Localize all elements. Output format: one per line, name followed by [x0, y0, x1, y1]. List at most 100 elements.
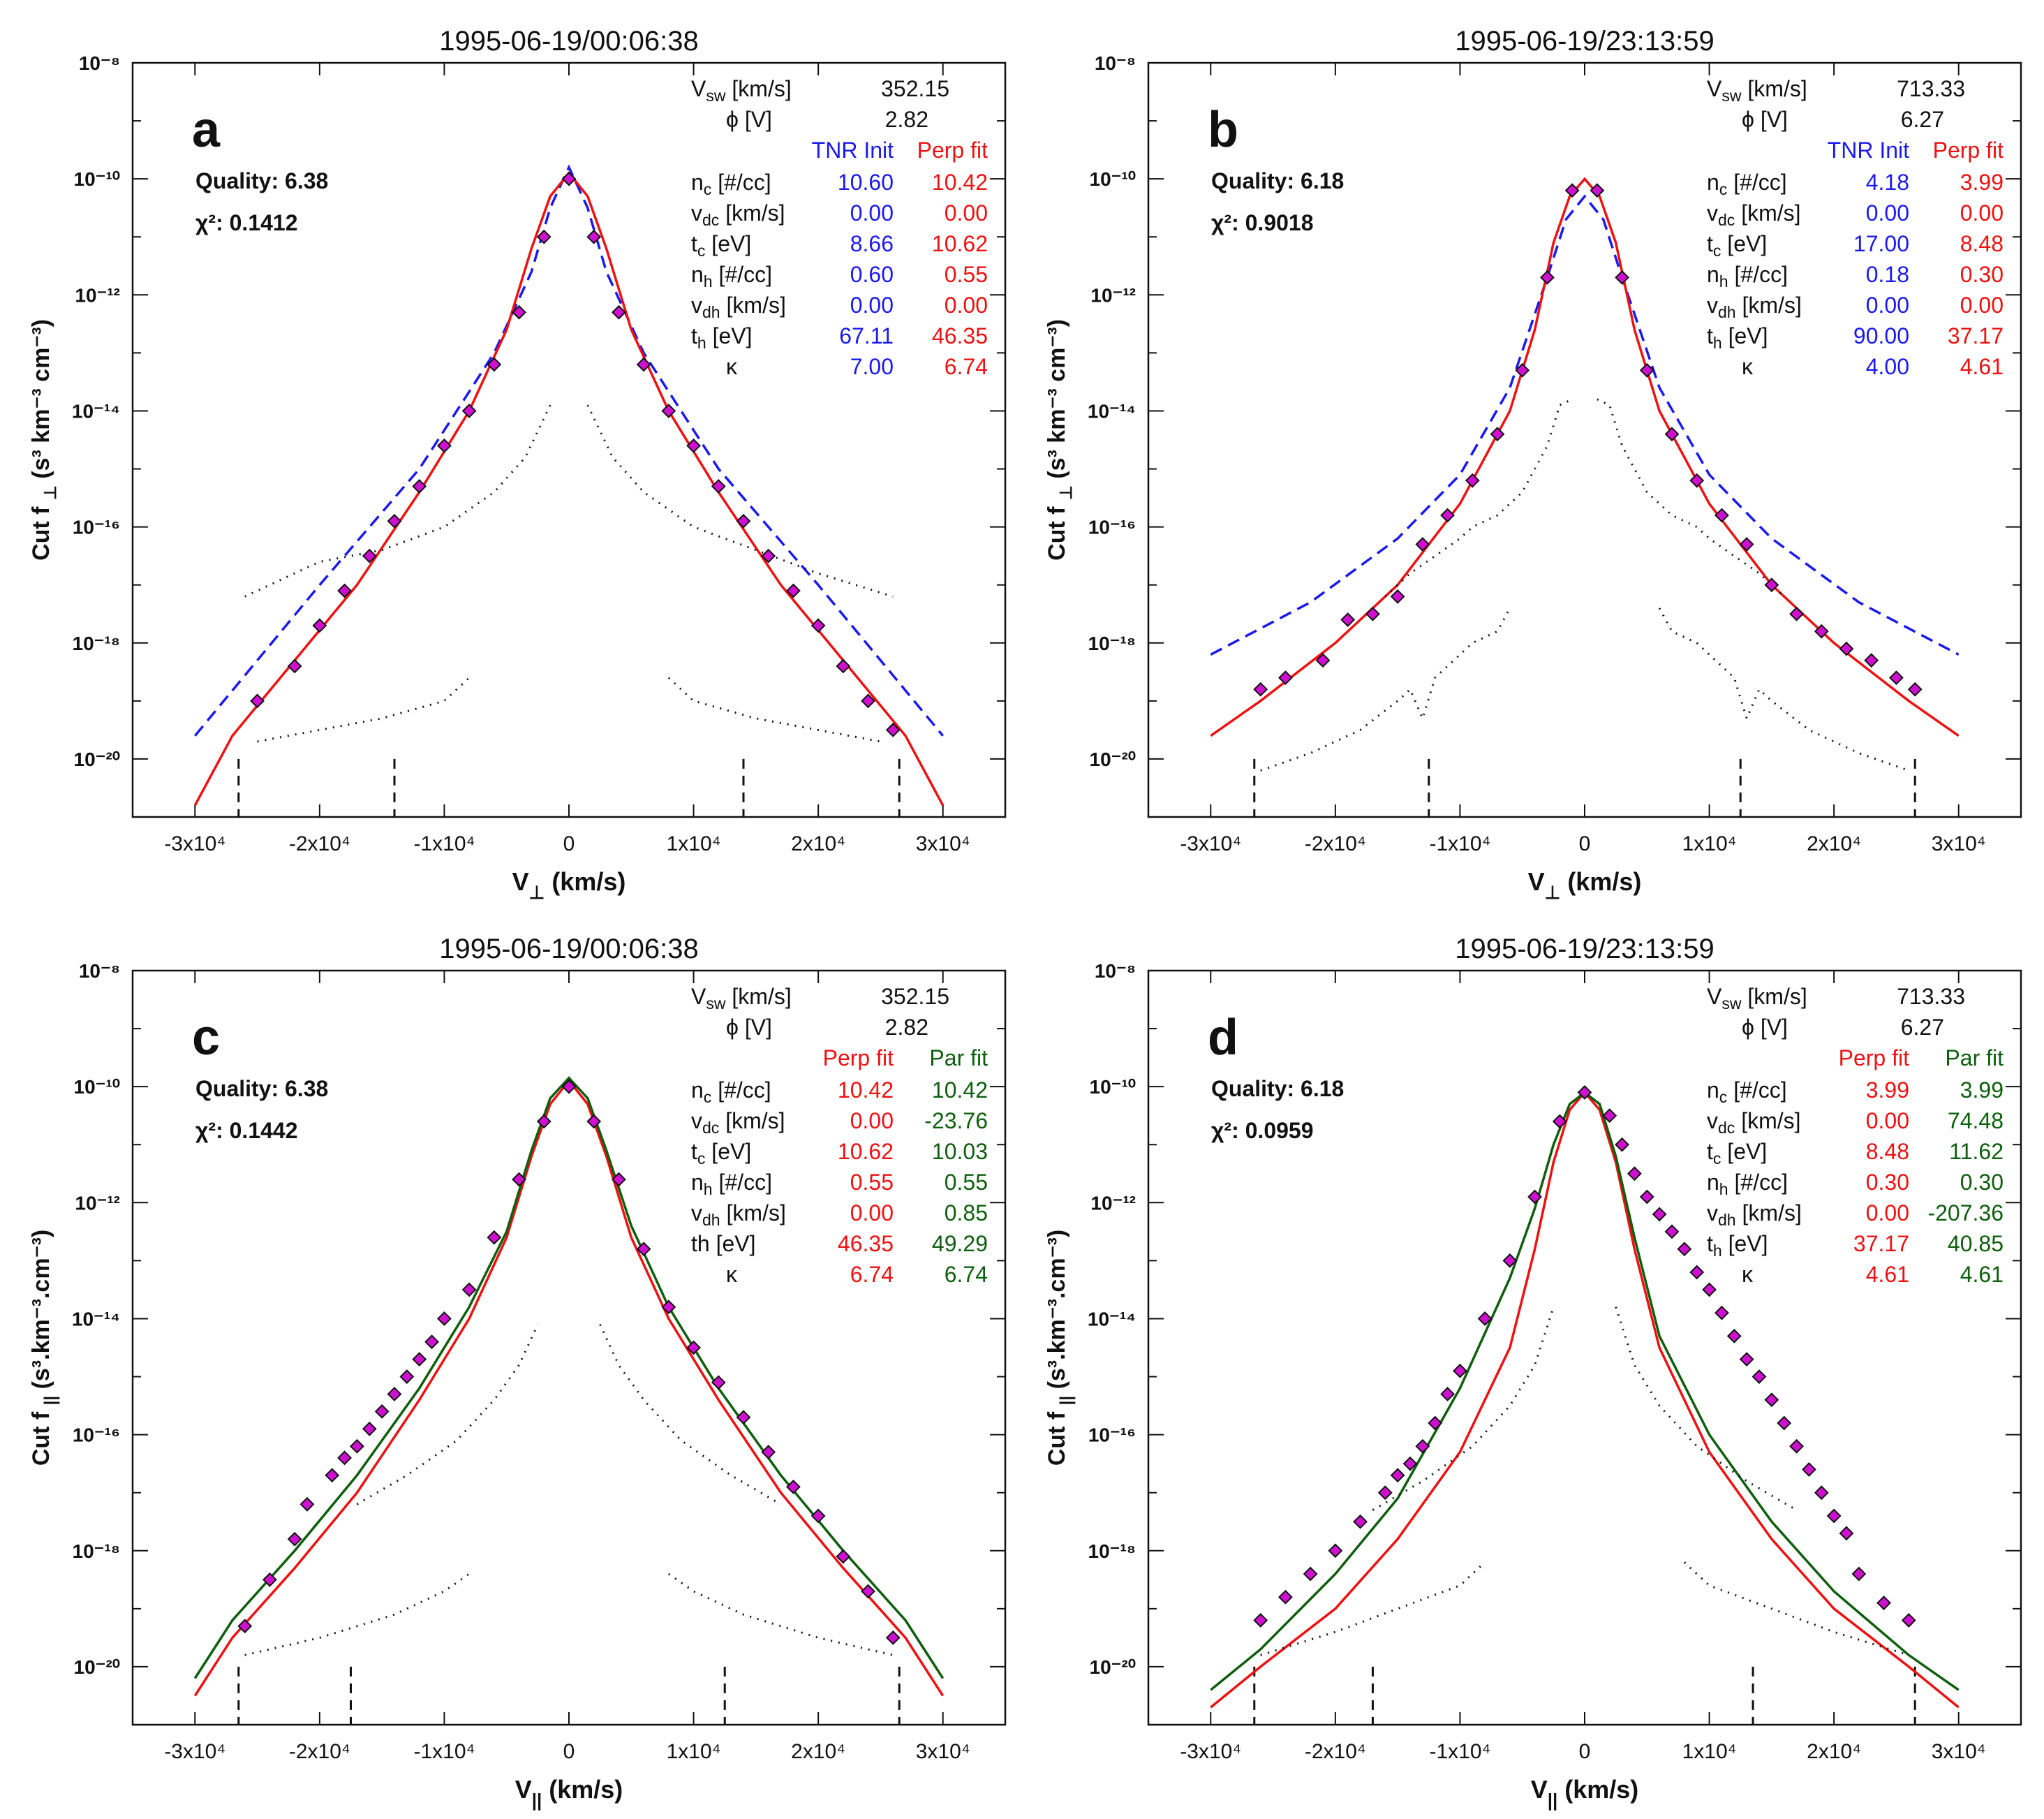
data-point	[1814, 624, 1829, 639]
phi-value: 2.82	[885, 1015, 928, 1040]
data-point	[661, 404, 676, 418]
param-value-2: 10.03	[932, 1139, 988, 1164]
param-label: nc [#/cc]	[691, 1077, 771, 1106]
data-point	[1664, 427, 1680, 442]
y-tick-label: 10⁻¹⁰	[1090, 1076, 1136, 1098]
x-tick-label: -3x10⁴	[1180, 832, 1241, 855]
data-point	[786, 1479, 801, 1494]
data-point	[636, 357, 651, 372]
data-point	[1552, 1114, 1567, 1129]
param-value-1: 17.00	[1853, 231, 1909, 256]
param-label: tc [eV]	[691, 1139, 751, 1168]
param-value-1: 0.00	[1866, 293, 1909, 318]
plot-area	[1210, 1085, 1960, 1725]
series-perp-fit	[193, 1079, 945, 1697]
x-tick-label: 0	[1579, 1740, 1591, 1763]
y-tick-label: 10⁻⁸	[1095, 52, 1136, 74]
param-value-1: 37.17	[1853, 1231, 1909, 1256]
chi-square-text: χ²: 0.1442	[195, 1118, 298, 1143]
param-value-2: -23.76	[924, 1108, 988, 1133]
series-core-noise-left	[1384, 398, 1573, 598]
data-point	[424, 1334, 439, 1350]
vsw-label: Vsw [km/s]	[1707, 76, 1807, 105]
param-value-1: 4.18	[1866, 170, 1909, 195]
y-axis-label: Cut f ⊥ (s³ km⁻³ cm⁻³)	[28, 319, 60, 561]
param-value-2: 0.00	[945, 200, 988, 226]
param-value-2: 0.00	[1960, 293, 2004, 318]
data-point	[1353, 1514, 1368, 1529]
quality-text: Quality: 6.18	[1211, 1076, 1344, 1101]
phi-label: ϕ [V]	[726, 1015, 772, 1040]
data-point	[1652, 1207, 1667, 1222]
param-label: vdh [km/s]	[1707, 1200, 1802, 1229]
column-header-2: Par fit	[1945, 1045, 2004, 1070]
data-point	[487, 357, 502, 372]
data-point	[237, 1619, 253, 1634]
series-perp-fit	[1210, 1090, 1960, 1709]
param-value-1: 0.60	[850, 262, 894, 287]
data-point	[1253, 682, 1268, 697]
x-tick-label: 1x10⁴	[667, 1740, 721, 1763]
data-point	[1253, 1613, 1268, 1628]
param-value-1: 0.00	[850, 293, 894, 318]
param-value-2: 8.48	[1960, 231, 2004, 256]
panel-letter: b	[1208, 102, 1238, 158]
panel-d: 1995-06-19/23:13:59 -3x10⁴ -2x10⁴ -1x10⁴ 0 1x…	[1044, 934, 2022, 1811]
data-point	[1428, 1415, 1443, 1431]
x-tick-label: 2x10⁴	[1807, 1740, 1861, 1763]
series-background-right	[1658, 607, 1909, 772]
param-value-1: 0.00	[850, 200, 894, 226]
data-point	[1789, 1438, 1804, 1454]
param-label: vdc [km/s]	[691, 1108, 785, 1137]
quality-text: Quality: 6.18	[1211, 168, 1344, 193]
y-tick-label: 10⁻²⁰	[74, 749, 120, 770]
param-value-1: 8.48	[1866, 1139, 1909, 1164]
data-point	[412, 479, 427, 494]
column-header-1: Perp fit	[823, 1045, 894, 1070]
y-tick-label: 10⁻⁸	[79, 52, 120, 74]
y-tick-label: 10⁻¹⁶	[1088, 517, 1136, 538]
param-label: vdc [km/s]	[1707, 1108, 1801, 1137]
data-point	[1726, 1328, 1742, 1343]
data-point	[686, 1340, 701, 1355]
param-label: th [eV]	[691, 323, 753, 352]
y-tick-label: 10⁻¹⁰	[74, 168, 120, 190]
data-point	[325, 1468, 340, 1483]
data-point	[1839, 1526, 1854, 1541]
panel-title: 1995-06-19/23:13:59	[1455, 26, 1714, 57]
series-tnr-init	[193, 164, 945, 737]
data-point	[1864, 653, 1879, 668]
vsw-value: 352.15	[881, 76, 949, 101]
data-point	[1639, 362, 1654, 378]
series-core-noise-right	[1615, 1306, 1798, 1511]
y-tick-label: 10⁻¹⁶	[73, 1424, 120, 1446]
param-label: κ	[726, 354, 738, 379]
phi-value: 6.27	[1901, 1015, 1944, 1040]
data-point	[262, 1572, 277, 1587]
param-value-2: 0.55	[945, 1170, 988, 1195]
data-point	[374, 1404, 390, 1419]
panel-b: 1995-06-19/23:13:59 -3x10⁴ -2x10⁴ -1x10⁴ 0 1x…	[1044, 26, 2022, 903]
data-point	[1328, 1543, 1343, 1559]
param-label: nh [#/cc]	[691, 262, 772, 290]
series-core-noise-left	[1372, 1306, 1555, 1511]
x-axis-label: V|| (km/s)	[515, 1775, 623, 1811]
vsw-label: Vsw [km/s]	[691, 984, 792, 1012]
param-value-2: 37.17	[1948, 323, 2004, 348]
param-value-2: 11.62	[1949, 1139, 2004, 1164]
panel-letter: c	[192, 1010, 220, 1066]
param-value-2: 0.00	[945, 293, 988, 318]
data-point	[1365, 606, 1380, 621]
data-point	[350, 1438, 364, 1454]
vsw-label: Vsw [km/s]	[1707, 984, 1807, 1012]
x-tick-label: 0	[1579, 832, 1591, 855]
param-value-1: 90.00	[1853, 323, 1909, 348]
param-value-2: 6.74	[945, 1262, 988, 1287]
param-label: tc [eV]	[691, 231, 751, 260]
param-value-1: 10.62	[838, 1139, 894, 1164]
x-tick-label: -1x10⁴	[1429, 1740, 1490, 1763]
quality-text: Quality: 6.38	[195, 168, 328, 193]
data-point	[761, 1445, 776, 1459]
data-point	[1901, 1613, 1916, 1628]
